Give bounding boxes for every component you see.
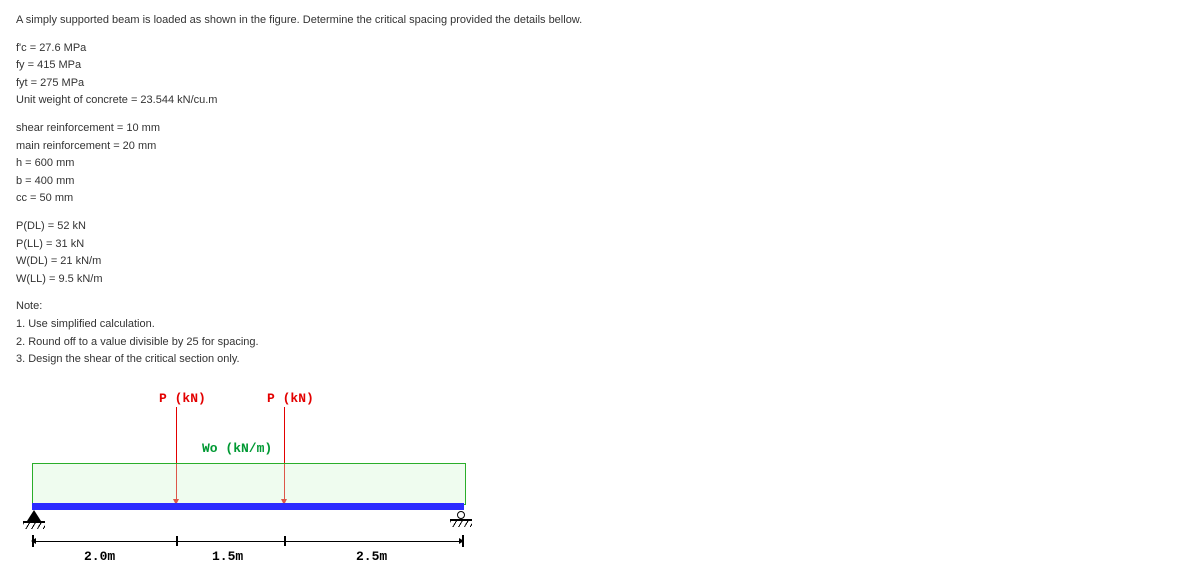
load-parameters: P(DL) = 52 kN P(LL) = 31 kN W(DL) = 21 k… [16,218,1184,288]
beam-diagram: P (kN) P (kN) Wo (kN/m) 2.0m 1.5m 2.5m [20,391,480,571]
notes-heading: Note: [16,298,1184,316]
roller-support [457,511,465,519]
material-parameters: f'c = 27.6 MPa fy = 415 MPa fyt = 275 MP… [16,40,1184,110]
param-shear-reinf: shear reinforcement = 10 mm [16,120,1184,138]
distributed-load-label: Wo (kN/m) [202,441,272,456]
param-fy: fy = 415 MPa [16,57,1184,75]
note-3: 3. Design the shear of the critical sect… [16,351,1184,369]
param-fc: f'c = 27.6 MPa [16,40,1184,58]
note-2: 2. Round off to a value divisible by 25 … [16,334,1184,352]
param-wdl: W(DL) = 21 kN/m [16,253,1184,271]
distributed-load-box [32,463,466,505]
param-wll: W(LL) = 9.5 kN/m [16,271,1184,289]
beam [32,503,464,510]
section-parameters: shear reinforcement = 10 mm main reinfor… [16,120,1184,208]
dimension-line [32,541,464,543]
point-load-label-2: P (kN) [267,391,314,406]
param-main-reinf: main reinforcement = 20 mm [16,138,1184,156]
param-cc: cc = 50 mm [16,190,1184,208]
dim-label-2: 1.5m [212,549,243,564]
param-b: b = 400 mm [16,173,1184,191]
point-load-label-1: P (kN) [159,391,206,406]
param-h: h = 600 mm [16,155,1184,173]
dim-tick-2 [284,536,286,546]
problem-statement: A simply supported beam is loaded as sho… [16,12,1184,30]
param-pll: P(LL) = 31 kN [16,236,1184,254]
notes-block: Note: 1. Use simplified calculation. 2. … [16,298,1184,368]
roller-support-hatch [450,519,472,521]
dim-label-3: 2.5m [356,549,387,564]
param-pdl: P(DL) = 52 kN [16,218,1184,236]
note-1: 1. Use simplified calculation. [16,316,1184,334]
dim-tick-1 [176,536,178,546]
dim-label-1: 2.0m [84,549,115,564]
param-fyt: fyt = 275 MPa [16,75,1184,93]
dim-end-left [32,535,34,547]
pin-support [27,510,41,521]
param-unit-weight: Unit weight of concrete = 23.544 kN/cu.m [16,92,1184,110]
dim-end-right [462,535,464,547]
